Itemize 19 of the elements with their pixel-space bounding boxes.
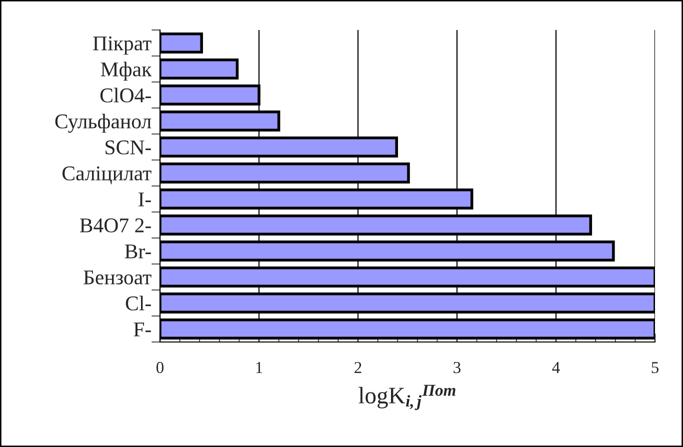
x-tick-label: 1 xyxy=(256,362,262,374)
x-tick-label: 4 xyxy=(552,362,560,374)
y-tick-label: Пікрат xyxy=(93,36,152,55)
x-tick-label: 0 xyxy=(156,362,164,374)
x-tick-label: 3 xyxy=(454,362,461,374)
y-tick-label: F- xyxy=(134,322,151,336)
y-tick-label: I- xyxy=(138,192,151,206)
y-tick-label: Мфак xyxy=(100,62,152,81)
y-tick-label: ClO4- xyxy=(100,88,151,102)
y-tick-label: Бензоат xyxy=(84,270,152,284)
x-tick-label: 2 xyxy=(354,362,362,374)
y-tick-label: Саліцилат xyxy=(62,166,152,184)
y-tick-label: B4O7 2- xyxy=(80,218,151,232)
y-tick-label: Br- xyxy=(124,244,151,258)
x-tick-label: 5 xyxy=(652,362,659,374)
y-tick-label: Cl- xyxy=(126,296,151,310)
y-tick-label: SCN- xyxy=(106,140,151,154)
x-axis-title: logK$_{i,j}$$^{Пот}$ xyxy=(358,384,456,410)
y-tick-label: Сульфанол xyxy=(55,114,152,133)
